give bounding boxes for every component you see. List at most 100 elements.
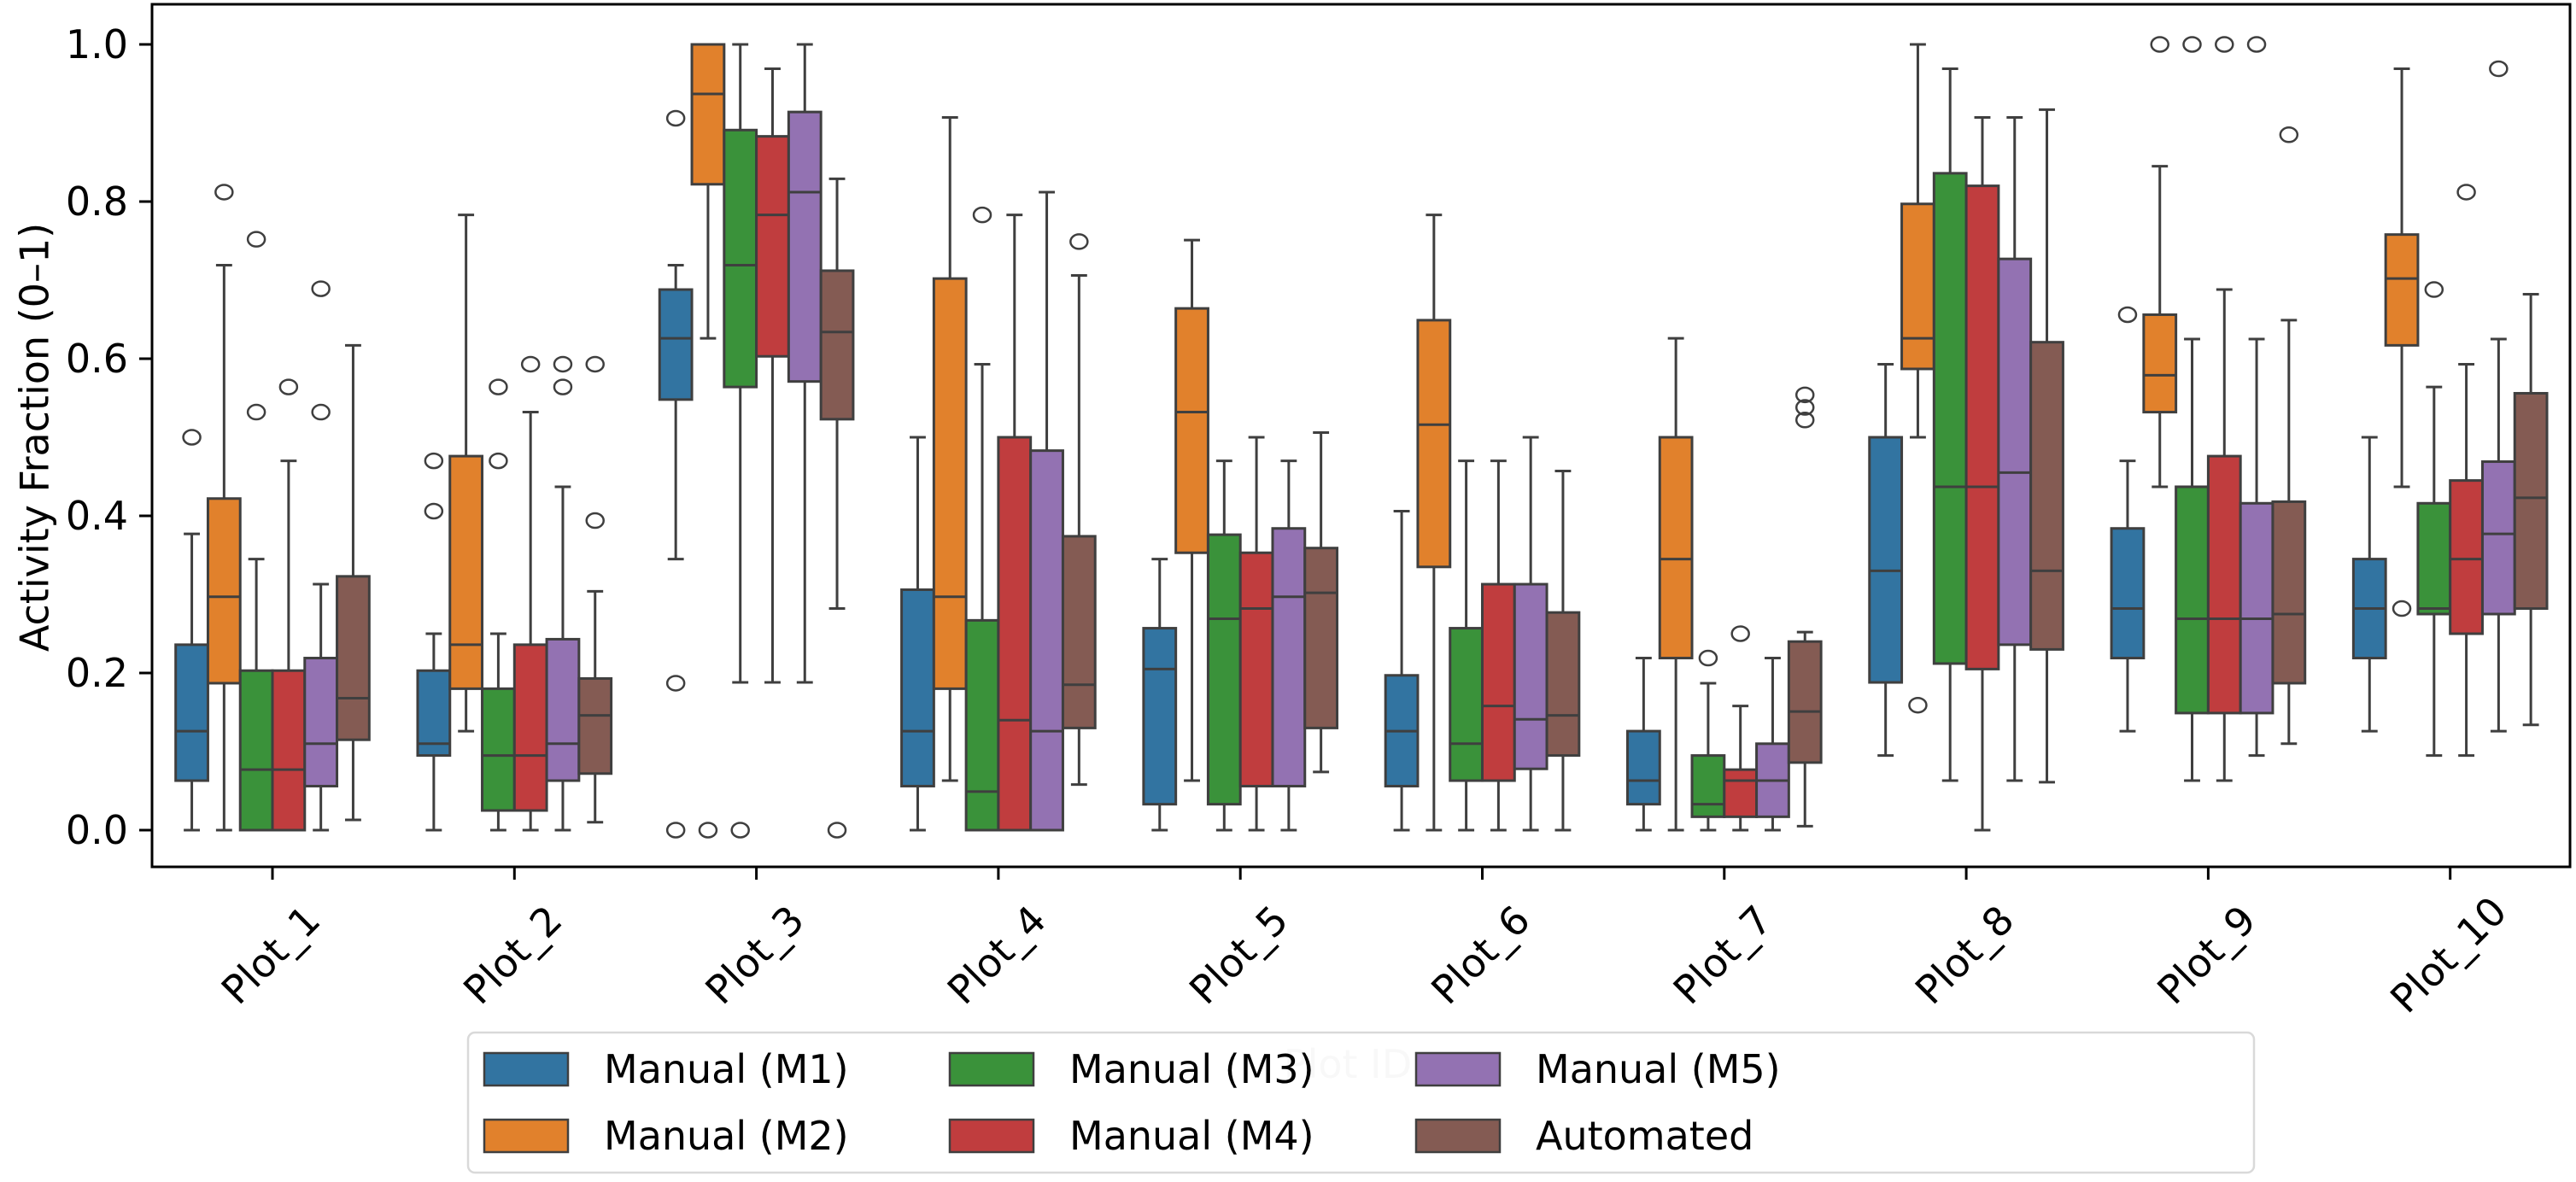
box xyxy=(206,184,242,832)
box-body xyxy=(2513,391,2549,611)
outlier-point xyxy=(424,502,444,520)
box-body xyxy=(932,277,968,690)
box-body xyxy=(1964,184,2000,670)
outlier-point xyxy=(2456,184,2476,201)
box-body xyxy=(2449,479,2484,635)
box-body xyxy=(238,669,274,832)
outlier-point xyxy=(585,355,605,373)
box-body xyxy=(1997,257,2033,647)
box xyxy=(1545,470,1581,832)
box-body xyxy=(416,669,452,758)
box xyxy=(1029,190,1064,832)
box-body xyxy=(1545,611,1581,758)
box xyxy=(448,214,484,733)
outlier-point xyxy=(665,675,686,692)
box-body xyxy=(2271,500,2307,685)
box-body xyxy=(1481,582,1516,782)
box-body xyxy=(1787,640,1823,764)
box-body xyxy=(2029,341,2064,651)
box xyxy=(416,452,452,832)
outlier-point xyxy=(2279,126,2299,143)
box-body xyxy=(1449,627,1484,782)
series-automated xyxy=(336,108,2549,839)
box-body xyxy=(2416,501,2452,616)
outlier-point xyxy=(553,355,573,373)
box xyxy=(1658,336,1694,832)
box xyxy=(1416,214,1452,832)
box-body xyxy=(1513,582,1549,770)
outlier-point xyxy=(2424,281,2444,298)
box xyxy=(1449,459,1484,832)
box xyxy=(2029,108,2064,784)
series-manual-m5 xyxy=(303,36,2516,832)
y-tick-label: 1.0 xyxy=(66,21,128,67)
outlier-point xyxy=(246,403,266,421)
outlier-point xyxy=(972,206,992,224)
legend-label: Manual (M5) xyxy=(1536,1046,1781,1092)
box-body xyxy=(448,454,484,690)
box-body xyxy=(658,288,694,401)
box-body xyxy=(1932,172,1968,665)
box xyxy=(1964,116,2000,832)
box xyxy=(271,378,307,832)
box-body xyxy=(1271,527,1307,787)
box-body xyxy=(900,588,935,787)
series-manual-m3 xyxy=(238,36,2452,839)
box-body xyxy=(723,128,758,389)
outlier-point xyxy=(424,452,444,470)
outlier-point xyxy=(1794,399,1815,416)
box xyxy=(1384,509,1420,832)
legend-swatch xyxy=(948,1051,1035,1087)
outlier-point xyxy=(278,378,299,395)
box xyxy=(2175,36,2210,782)
box xyxy=(2384,67,2420,617)
box xyxy=(2271,126,2307,746)
box xyxy=(1755,657,1790,832)
y-axis: 0.0 0.2 0.4 0.6 0.8 1.0 xyxy=(66,21,152,853)
box-body xyxy=(1238,551,1274,787)
plot-area xyxy=(174,36,2549,839)
y-tick-label: 0.2 xyxy=(66,650,128,696)
box xyxy=(1932,67,1968,782)
box-body xyxy=(336,575,371,741)
box xyxy=(658,109,694,839)
legend-item: Manual (M1) xyxy=(483,1046,849,1092)
legend-label: Manual (M2) xyxy=(604,1113,849,1159)
outlier-point xyxy=(489,452,508,470)
box xyxy=(481,378,516,832)
box-body xyxy=(303,657,339,787)
box-body xyxy=(787,110,823,383)
box-body xyxy=(174,643,209,782)
box xyxy=(932,116,968,782)
box-body xyxy=(690,43,726,186)
outlier-point xyxy=(1794,386,1815,404)
box xyxy=(2206,36,2242,782)
legend-swatch xyxy=(1414,1118,1502,1154)
outlier-point xyxy=(585,512,605,530)
box xyxy=(997,214,1033,832)
legend-swatch xyxy=(948,1118,1035,1154)
box-body xyxy=(997,436,1033,832)
outlier-point xyxy=(2392,600,2412,617)
box-body xyxy=(1416,319,1452,569)
box-body xyxy=(1206,533,1242,806)
legend-label: Manual (M4) xyxy=(1069,1113,1314,1159)
box-body xyxy=(2206,454,2242,715)
box-body xyxy=(2175,485,2210,715)
legend-swatch xyxy=(1414,1051,1502,1087)
box-body xyxy=(2142,313,2178,414)
box xyxy=(690,43,726,839)
box xyxy=(336,343,371,822)
box xyxy=(1513,436,1549,832)
outlier-point xyxy=(553,378,573,395)
box-body xyxy=(481,687,516,812)
box xyxy=(2351,436,2387,733)
box-body xyxy=(1029,449,1064,832)
outlier-point xyxy=(1698,649,1718,667)
outlier-point xyxy=(1794,412,1815,429)
box-body xyxy=(2480,460,2516,616)
outlier-point xyxy=(246,231,266,248)
outlier-point xyxy=(730,822,750,839)
box-body xyxy=(1174,307,1209,554)
